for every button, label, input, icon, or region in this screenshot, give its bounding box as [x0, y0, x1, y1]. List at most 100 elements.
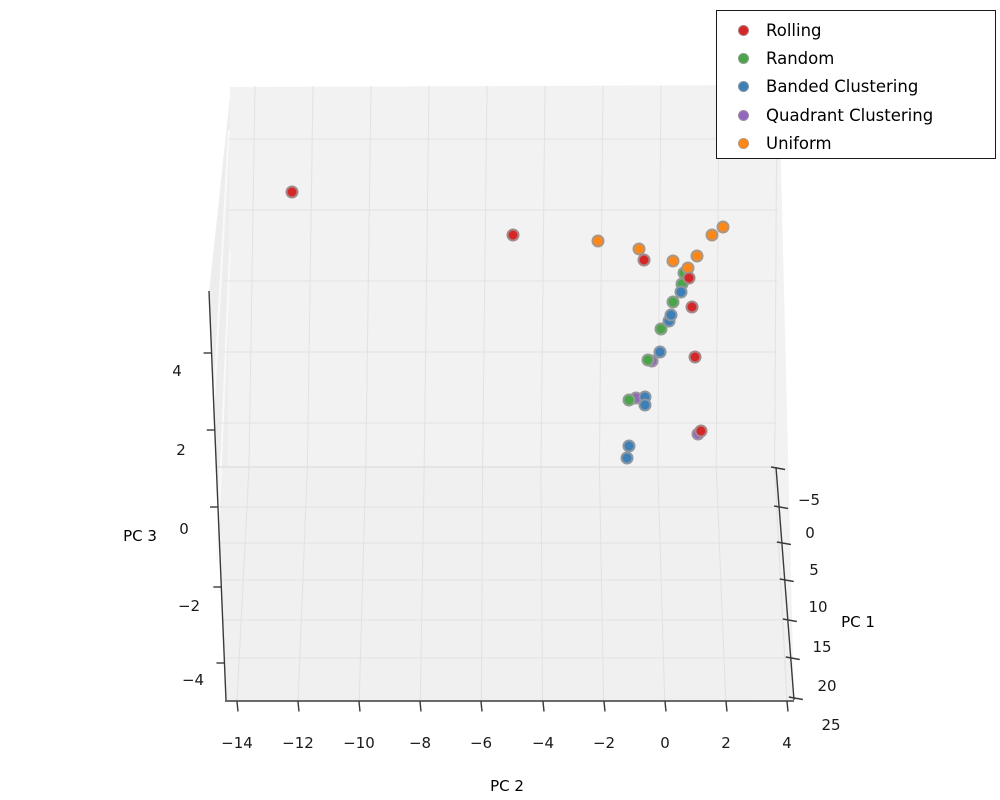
legend-item: Quadrant Clustering — [717, 101, 995, 129]
pc2-tick-label: 2 — [721, 734, 731, 752]
legend-label: Random — [766, 49, 835, 69]
scatter-point-random — [666, 295, 680, 309]
pc2-tick-mark — [786, 701, 789, 712]
legend-marker-icon — [738, 109, 749, 121]
pc1-tick-mark — [782, 618, 797, 623]
pc1-tick-label: 25 — [821, 716, 841, 734]
legend-items: Rolling Random Banded Clustering Quadrant C… — [717, 16, 995, 158]
legend-label: Quadrant Clustering — [766, 105, 934, 125]
pc2-wall-gridline — [657, 85, 662, 467]
pc1-tick-label: 5 — [809, 561, 819, 579]
scatter-point-random — [641, 353, 655, 367]
pc2-tick-mark — [297, 701, 300, 712]
pc2-floor-gridline — [419, 466, 425, 702]
pc2-floor-gridline — [358, 466, 367, 702]
pc3-tick-label: −4 — [181, 671, 205, 689]
pc3-tick-label: 0 — [179, 520, 189, 538]
pc2-tick-label: −4 — [531, 734, 555, 752]
scatter-point-uniform — [716, 220, 730, 234]
pc2-tick-label: −6 — [469, 734, 493, 752]
pc1-tick-mark — [776, 541, 791, 546]
left-wall-hatch — [216, 249, 231, 561]
pc3-axis-title: PC 3 — [123, 527, 157, 545]
pc2-tick-mark — [542, 701, 545, 712]
pc2-wall-gridline — [248, 85, 256, 467]
pc2-tick-mark — [419, 701, 422, 712]
scatter-point-rolling — [285, 185, 299, 199]
pc1-axis-title: PC 1 — [841, 613, 875, 631]
pc2-tick-mark — [603, 701, 606, 712]
pc2-floor-gridline — [480, 466, 484, 702]
pc2-tick-mark — [725, 701, 728, 712]
pc2-floor-gridline — [598, 466, 605, 702]
pc2-wall-gridline — [598, 85, 604, 467]
scatter-point-banded-clustering — [653, 345, 667, 359]
pc2-wall-gridline — [365, 85, 372, 467]
pc2-tick-label: 0 — [660, 734, 670, 752]
scatter-point-uniform — [705, 228, 719, 242]
scatter-point-uniform — [591, 234, 605, 248]
legend-item: Banded Clustering — [717, 73, 995, 101]
pc2-tick-mark — [236, 701, 239, 712]
legend-box: Rolling Random Banded Clustering Quadrant C… — [716, 10, 996, 159]
pc2-tick-label: −8 — [408, 734, 432, 752]
pc1-tick-mark — [779, 578, 794, 583]
legend-label: Banded Clustering — [766, 77, 919, 97]
pc2-tick-label: 4 — [782, 734, 792, 752]
pc3-tick-label: 2 — [176, 441, 186, 459]
pc2-tick-label: −2 — [592, 734, 616, 752]
legend-item: Random — [717, 44, 995, 72]
pc3-tick-label: −2 — [177, 597, 201, 615]
legend-item: Uniform — [717, 130, 995, 158]
pc3-axis-spine — [208, 290, 227, 701]
pc1-tick-label: −5 — [797, 491, 821, 509]
scatter-point-rolling — [685, 300, 699, 314]
pc2-axis-title: PC 2 — [490, 777, 524, 795]
legend-marker-icon — [738, 53, 749, 65]
pc2-tick-label: −10 — [343, 734, 375, 752]
pc1-axis-spine — [775, 466, 795, 701]
pc2-tick-mark — [480, 701, 483, 712]
scatter-point-rolling — [694, 424, 708, 438]
legend-label: Rolling — [766, 20, 822, 40]
pc1-tick-label: 20 — [817, 677, 837, 695]
pc2-wall-gridline — [540, 85, 546, 467]
legend-item: Rolling — [717, 16, 995, 44]
pc2-floor-gridline — [540, 466, 544, 702]
scatter-point-banded-clustering — [674, 285, 688, 299]
pc2-floor-gridline — [657, 466, 666, 702]
legend-marker-icon — [738, 81, 749, 93]
pc1-tick-mark — [773, 505, 789, 510]
scatter-point-uniform — [690, 249, 704, 263]
pc1-tick-mark — [770, 466, 786, 471]
pc2-tick-mark — [664, 701, 667, 712]
left-wall-hatch — [212, 129, 230, 421]
pc2-tick-label: −12 — [282, 734, 314, 752]
legend-label: Uniform — [766, 134, 832, 154]
scatter-point-banded-clustering — [620, 451, 634, 465]
pc3-tick-label: 4 — [172, 362, 182, 380]
scatter-point-uniform — [666, 254, 680, 268]
pc2-floor-gridline — [236, 466, 250, 702]
scatter-point-random — [622, 393, 636, 407]
scatter-point-banded-clustering — [664, 308, 678, 322]
pc2-tick-mark — [358, 701, 361, 712]
pc2-floor-gridline — [297, 466, 308, 702]
pc2-tick-label: −14 — [221, 734, 253, 752]
pc1-tick-label: 10 — [808, 598, 828, 616]
scatter-point-rolling — [688, 350, 702, 364]
pc1-tick-mark — [788, 696, 803, 701]
pc2-wall-gridline — [482, 85, 488, 467]
pc2-wall-gridline — [306, 85, 314, 467]
pc1-tick-label: 15 — [812, 638, 832, 656]
legend-marker-icon — [738, 24, 749, 36]
legend-marker-icon — [738, 138, 749, 150]
scatter-point-banded-clustering — [638, 398, 652, 412]
scatter-point-rolling — [637, 253, 651, 267]
pc1-tick-mark — [785, 656, 800, 661]
scatter-point-rolling — [506, 228, 520, 242]
pc2-floor-gridline — [715, 466, 727, 702]
